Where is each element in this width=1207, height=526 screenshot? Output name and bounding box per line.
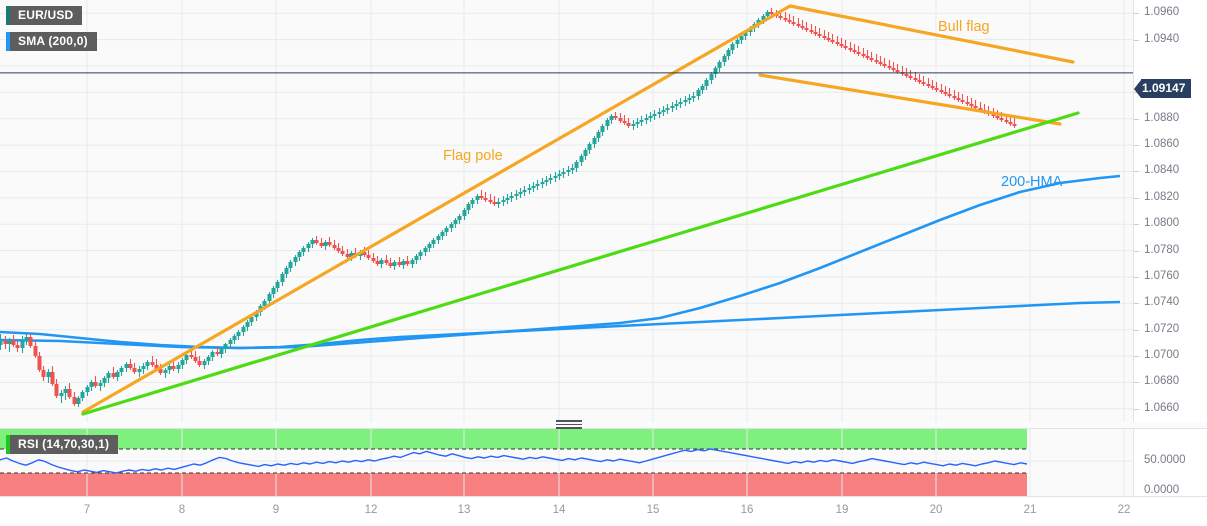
legend-rsi[interactable]: RSI (14,70,30,1) [6,435,119,454]
rsi-axis[interactable]: 50.0000 0.0000 [1133,428,1207,497]
current-price-badge: 1.09147 [1134,79,1192,98]
legend-sma[interactable]: SMA (200,0) [6,32,97,51]
price-chart-canvas [0,0,1133,422]
time-tick-label: 7 [83,504,91,516]
price-chart-panel[interactable]: EUR/USD SMA (200,0) Flag pole Bull flag … [0,0,1133,422]
price-tick-mark [1134,197,1139,199]
price-tick-label: 1.0680 [1144,375,1180,388]
time-axis[interactable]: 7 8 9 12 13 14 15 16 19 20 21 22 [0,496,1207,526]
price-tick-label: 1.0760 [1144,269,1180,282]
price-tick-mark [1134,382,1139,384]
price-tick-mark [1134,276,1139,278]
rsi-tick-label: 50.0000 [1144,454,1186,466]
price-tick-mark [1134,145,1139,147]
time-tick-label: 9 [272,504,280,516]
price-tick-mark [1134,250,1139,252]
legend-rsi-label: RSI (14,70,30,1) [10,435,119,454]
time-tick-label: 13 [457,504,471,516]
legend-symbol-color-bar [6,6,10,25]
price-tick-mark [1134,171,1139,173]
rsi-tick-label: 0.0000 [1144,484,1180,496]
legend-symbol[interactable]: EUR/USD [6,6,83,25]
handle-line [556,427,582,429]
legend-symbol-label: EUR/USD [10,6,83,25]
price-tick-label: 1.0820 [1144,190,1180,203]
legend-rsi-color-bar [6,435,10,454]
price-tick-mark [1134,408,1139,410]
handle-line [556,423,582,425]
time-tick-label: 8 [178,504,186,516]
pane-resize-handle[interactable] [556,420,582,429]
price-tick-mark [1134,329,1139,331]
annotation-bull-flag: Bull flag [938,19,990,35]
legend-sma-color-bar [6,32,10,51]
rsi-panel[interactable]: RSI (14,70,30,1) [0,428,1133,497]
price-tick-label: 1.0800 [1144,217,1180,230]
price-tick-label: 1.0840 [1144,164,1180,177]
price-tick-mark [1134,39,1139,41]
legend-sma-label: SMA (200,0) [10,32,97,51]
price-tick-label: 1.0860 [1144,138,1180,151]
price-badge-pointer [1134,79,1141,98]
time-tick-label: 20 [929,504,943,516]
price-tick-mark [1134,356,1139,358]
time-tick-label: 12 [364,504,378,516]
time-tick-label: 22 [1117,504,1131,516]
price-tick-label: 1.0660 [1144,401,1180,414]
time-tick-label: 19 [835,504,849,516]
price-tick-label: 1.0960 [1144,6,1180,19]
price-tick-mark [1134,303,1139,305]
price-tick-label: 1.0740 [1144,296,1180,309]
time-tick-label: 21 [1023,504,1037,516]
price-tick-mark [1134,224,1139,226]
price-tick-label: 1.0780 [1144,243,1180,256]
price-tick-label: 1.0700 [1144,349,1180,362]
price-tick-label: 1.0940 [1144,32,1180,45]
annotation-flag-pole: Flag pole [443,148,503,164]
time-tick-label: 14 [552,504,566,516]
price-axis[interactable]: 1.09601.09401.09001.08801.08601.08401.08… [1133,0,1207,422]
price-tick-mark [1134,13,1139,15]
price-tick-label: 1.0880 [1144,111,1180,124]
price-tick-mark [1134,118,1139,120]
time-tick-label: 16 [740,504,754,516]
price-tick-label: 1.0720 [1144,322,1180,335]
current-price-value: 1.09147 [1141,79,1192,98]
handle-line [556,420,582,422]
rsi-chart-canvas [0,429,1133,497]
time-tick-label: 15 [646,504,660,516]
annotation-200-hma: 200-HMA [1001,174,1063,190]
